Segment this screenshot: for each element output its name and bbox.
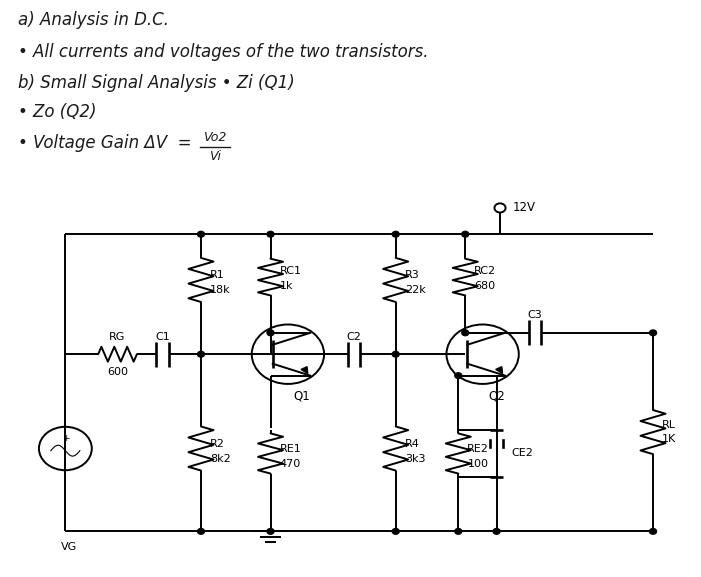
Text: 12V: 12V: [512, 201, 536, 215]
Circle shape: [393, 231, 399, 237]
Circle shape: [455, 529, 462, 534]
Text: 680: 680: [475, 280, 496, 291]
Circle shape: [393, 351, 399, 357]
Text: 1k: 1k: [280, 280, 293, 291]
Circle shape: [462, 231, 469, 237]
Text: 470: 470: [280, 459, 301, 469]
Circle shape: [267, 529, 274, 534]
Text: C1: C1: [156, 332, 170, 342]
Polygon shape: [301, 366, 308, 373]
Text: VG: VG: [61, 542, 77, 552]
Text: • All currents and voltages of the two transistors.: • All currents and voltages of the two t…: [18, 43, 428, 61]
Text: • Voltage Gain ΔV  =: • Voltage Gain ΔV =: [18, 134, 202, 152]
Text: Vo2: Vo2: [203, 131, 226, 144]
Text: a) Analysis in D.C.: a) Analysis in D.C.: [18, 12, 169, 29]
Text: RE2: RE2: [468, 444, 489, 454]
Circle shape: [198, 529, 205, 534]
Text: 600: 600: [107, 367, 128, 377]
Text: RE1: RE1: [280, 444, 301, 454]
Text: • Zo (Q2): • Zo (Q2): [18, 103, 97, 121]
Text: R4: R4: [404, 439, 420, 449]
Circle shape: [462, 330, 469, 336]
Circle shape: [198, 231, 205, 237]
Text: C2: C2: [346, 332, 362, 342]
Text: 8k2: 8k2: [210, 454, 231, 464]
Text: 1K: 1K: [662, 434, 676, 444]
Circle shape: [455, 373, 462, 379]
Text: b) Small Signal Analysis • Zi (Q1): b) Small Signal Analysis • Zi (Q1): [18, 74, 295, 92]
Text: Q2: Q2: [488, 389, 505, 403]
Text: R2: R2: [210, 439, 225, 449]
Circle shape: [267, 330, 274, 336]
Text: CE2: CE2: [512, 448, 533, 459]
Circle shape: [267, 231, 274, 237]
Circle shape: [198, 351, 205, 357]
Circle shape: [393, 529, 399, 534]
Text: RL: RL: [662, 420, 676, 430]
Text: R1: R1: [210, 271, 225, 280]
Text: 3k3: 3k3: [404, 454, 426, 464]
Text: RG: RG: [109, 332, 125, 342]
Text: Q1: Q1: [294, 389, 311, 403]
Text: 18k: 18k: [210, 285, 231, 295]
Circle shape: [650, 330, 657, 336]
Text: +: +: [62, 434, 69, 443]
Text: R3: R3: [404, 271, 419, 280]
Polygon shape: [496, 366, 503, 373]
Text: 22k: 22k: [404, 285, 426, 295]
Text: RC1: RC1: [280, 267, 301, 276]
Circle shape: [650, 529, 657, 534]
Text: 100: 100: [468, 459, 489, 469]
Text: RC2: RC2: [475, 267, 496, 276]
Text: Vi: Vi: [209, 149, 221, 163]
Circle shape: [493, 529, 500, 534]
Text: C3: C3: [527, 310, 542, 320]
